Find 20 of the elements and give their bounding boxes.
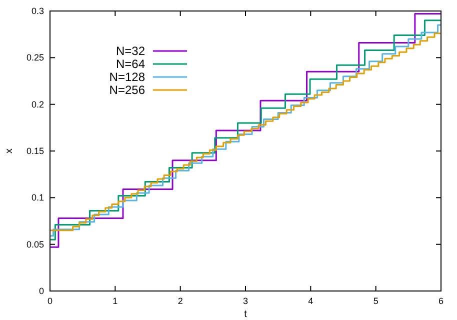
y-tick-label: 0.25 <box>26 52 44 63</box>
y-tick-label: 0.2 <box>31 99 44 110</box>
y-tick-label: 0.05 <box>26 239 44 250</box>
y-axis-title: x <box>4 148 15 154</box>
legend-label: N=32 <box>116 44 146 58</box>
y-tick-label: 0.3 <box>31 6 44 16</box>
x-tick-label: 1 <box>112 296 118 306</box>
y-tick-label: 0.15 <box>26 146 44 156</box>
x-tick-label: 2 <box>178 296 183 306</box>
x-tick-label: 6 <box>438 296 444 306</box>
y-tick-label: 0 <box>38 286 44 296</box>
x-tick-label: 5 <box>373 296 378 306</box>
legend-label: N=256 <box>109 83 146 97</box>
x-tick-label: 3 <box>242 296 248 306</box>
legend-label: N=64 <box>116 57 146 71</box>
legend-label: N=128 <box>109 70 146 84</box>
x-tick-label: 0 <box>47 296 53 306</box>
x-tick-label: 4 <box>308 296 314 306</box>
y-tick-label: 0.1 <box>31 192 44 203</box>
x-axis-title: t <box>244 309 248 320</box>
